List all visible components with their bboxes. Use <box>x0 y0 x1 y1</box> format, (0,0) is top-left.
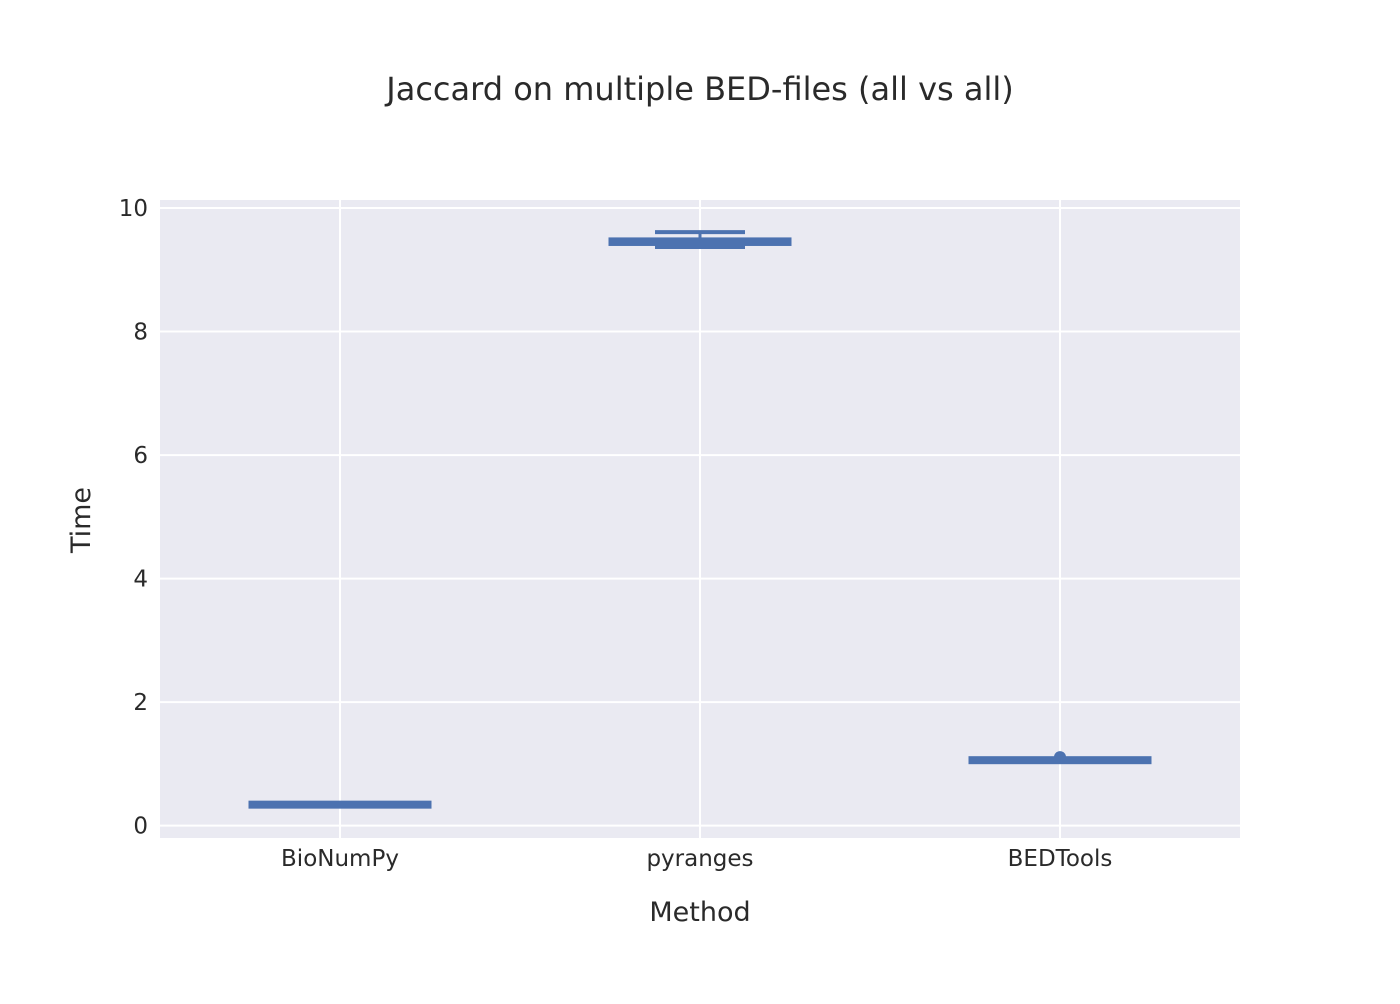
tick-label-layer: 0 2 4 6 8 10 BioNumPy pyranges BEDTools <box>119 196 1113 872</box>
box-pyranges <box>608 230 792 249</box>
grid-layer <box>160 200 1240 838</box>
x-tick-label: BEDTools <box>1008 846 1113 872</box>
y-tick-label: 6 <box>133 443 148 469</box>
y-tick-label: 10 <box>119 196 148 222</box>
box-layer <box>248 230 1152 809</box>
x-tick-label: pyranges <box>646 846 753 872</box>
y-tick-label: 4 <box>133 567 148 593</box>
y-axis-title: Time <box>66 487 97 554</box>
box-bedtools <box>968 751 1152 765</box>
x-axis-title: Method <box>649 897 750 928</box>
y-tick-label: 2 <box>133 690 148 716</box>
y-tick-label: 8 <box>133 320 148 346</box>
outlier-point <box>1054 751 1066 764</box>
x-tick-label: BioNumPy <box>281 846 399 872</box>
box-bionumpy <box>248 800 432 809</box>
chart-title: Jaccard on multiple BED-files (all vs al… <box>384 70 1013 108</box>
y-tick-label: 0 <box>133 814 148 840</box>
